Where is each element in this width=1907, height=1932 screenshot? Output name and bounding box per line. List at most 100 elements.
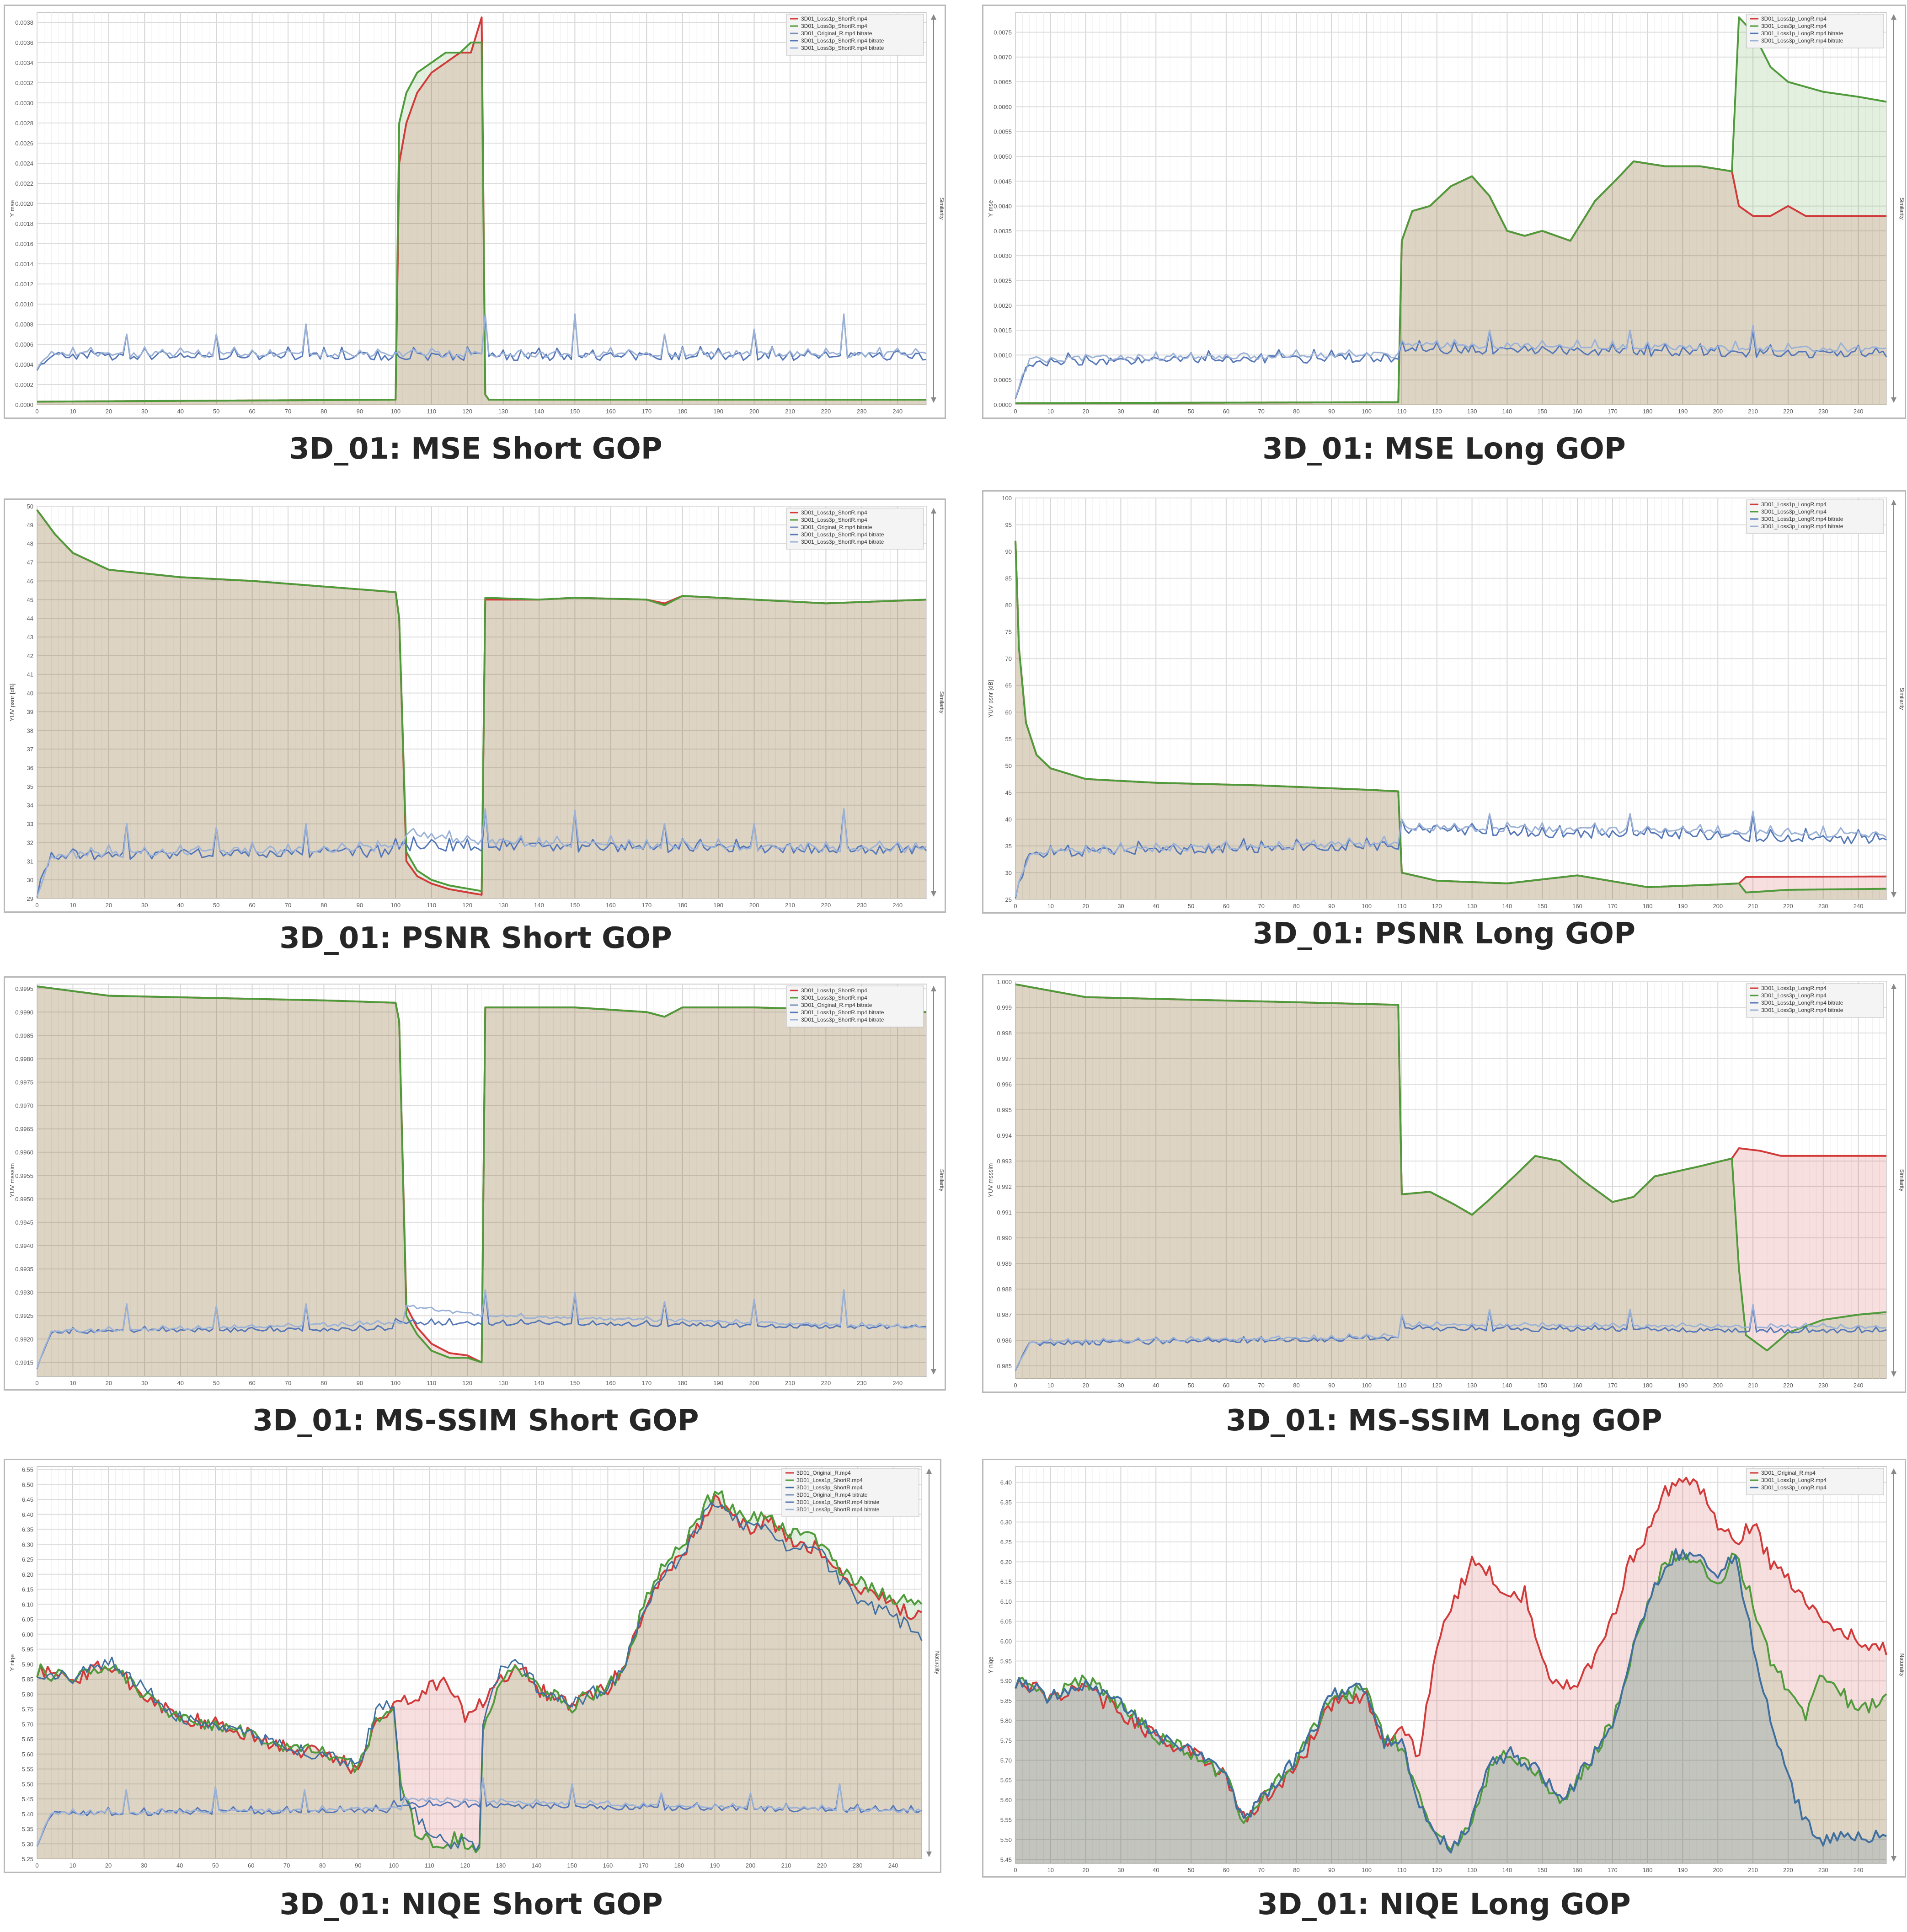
x-tick-label: 10 [69, 408, 76, 415]
x-tick-label: 140 [531, 1862, 541, 1869]
series-line-4 [36, 313, 927, 370]
y-tick-label: 6.15 [1000, 1579, 1012, 1585]
legend-entry: 3D01_Original_R.mp4 [796, 1470, 851, 1476]
y-tick-label: 60 [1005, 709, 1012, 716]
x-tick-label: 180 [674, 1862, 684, 1869]
legend-entry: 3D01_Loss1p_LongR.mp4 [1761, 16, 1827, 22]
series-line-2 [37, 985, 927, 1364]
chart-msssim-short: 0.9915 0.9920 0.9925 0.9930 0.9935 0.9940 0.99… [4, 976, 946, 1391]
y-tick-label: 0.9945 [15, 1219, 33, 1226]
series-area-1 [37, 510, 926, 899]
x-tick-label: 80 [321, 1380, 327, 1386]
x-tick-label: 150 [570, 902, 580, 909]
legend-entry: 3D01_Loss3p_LongR.mp4 bitrate [1761, 523, 1843, 530]
y-tick-label: 80 [1005, 602, 1012, 609]
y-tick-label: 0.0020 [994, 302, 1012, 309]
x-tick-label: 230 [857, 902, 867, 909]
x-tick-label: 130 [498, 408, 508, 415]
x-tick-label: 100 [389, 1862, 399, 1869]
x-tick-label: 10 [1047, 1382, 1054, 1389]
chart-mse-long: 0.0000 0.0005 0.0010 0.0015 0.0020 0.0025 0.00… [982, 5, 1906, 419]
x-tick-label: 20 [106, 1380, 112, 1386]
series-area-1 [37, 986, 926, 1376]
x-tick-label: 200 [749, 1380, 759, 1386]
chart-msssim-long: 0.985 0.986 0.987 0.988 0.989 0.990 0.991 0.992… [982, 974, 1906, 1393]
legend-entry: 3D01_Loss1p_ShortR.mp4 bitrate [796, 1499, 880, 1505]
x-tick-label: 0 [35, 1380, 38, 1386]
x-tick-label: 190 [713, 902, 723, 909]
x-tick-label: 220 [1783, 408, 1793, 415]
legend-box [786, 508, 924, 550]
x-tick-label: 220 [821, 408, 831, 415]
x-tick-label: 10 [69, 1862, 76, 1869]
y-tick-label: 0.0036 [15, 39, 33, 46]
y-tick-label: 5.50 [1000, 1836, 1012, 1843]
x-tick-label: 220 [821, 1380, 831, 1386]
x-tick-label: 160 [1572, 903, 1582, 910]
y-tick-label: 0.995 [997, 1107, 1012, 1113]
y-tick-label: 0.997 [997, 1055, 1012, 1062]
x-tick-label: 210 [1748, 1867, 1758, 1873]
x-tick-label: 120 [1432, 1382, 1442, 1389]
y-tick-label: 5.65 [1000, 1777, 1012, 1784]
y-tick-label: 5.95 [1000, 1658, 1012, 1664]
y-tick-label: 33 [27, 821, 33, 828]
y-axis-label: Y mse [9, 200, 16, 217]
x-tick-label: 190 [710, 1862, 720, 1869]
y-tick-label: 0.9920 [15, 1336, 33, 1343]
y-tick-label: 0.0026 [15, 140, 33, 147]
x-tick-label: 120 [462, 902, 472, 909]
y-tick-label: 35 [27, 783, 33, 790]
legend: 3D01_Loss1p_ShortR.mp43D01_Loss3p_ShortR… [786, 14, 924, 56]
series-line-2 [1015, 983, 1887, 1352]
legend-entry: 3D01_Original_R.mp4 bitrate [796, 1492, 868, 1498]
legend-entry: 3D01_Loss3p_LongR.mp4 [1761, 508, 1827, 515]
y-tick-label: 6.05 [1000, 1618, 1012, 1625]
y-tick-label: 47 [27, 559, 33, 566]
y-tick-label: 0.0035 [994, 228, 1012, 235]
x-tick-label: 30 [141, 1862, 147, 1869]
chart-mse-short: 0.0000 0.0002 0.0004 0.0006 0.0008 0.0010 0.00… [4, 5, 946, 419]
x-tick-label: 240 [892, 408, 903, 415]
x-tick-label: 170 [1608, 1867, 1618, 1873]
y-tick-label: 6.25 [1000, 1539, 1012, 1546]
y-tick-label: 0.0010 [994, 352, 1012, 359]
y-tick-label: 0.998 [997, 1030, 1012, 1037]
right-scale-label: Similarity [939, 198, 945, 220]
right-scale-label: Similarity [1899, 198, 1905, 220]
y-tick-label: 0.0012 [15, 281, 33, 288]
legend: 3D01_Original_R.mp4 3D01_Loss1p_ShortR.mp… [781, 1468, 919, 1517]
y-tick-label: 0.9955 [15, 1172, 33, 1179]
y-tick-label: 5.70 [22, 1721, 33, 1728]
series-line-1 [36, 1493, 922, 1774]
y-tick-label: 0.0000 [994, 401, 1012, 408]
x-tick-label: 60 [249, 408, 255, 415]
x-tick-label: 40 [177, 408, 183, 415]
y-tick-label: 0.0000 [15, 401, 33, 408]
caption-psnr-short: 3D_01: PSNR Short GOP [279, 921, 672, 955]
series-area-1 [37, 17, 926, 405]
y-tick-label: 5.75 [22, 1706, 33, 1713]
x-tick-label: 180 [1643, 1867, 1653, 1873]
right-scale-arrow-up [931, 986, 936, 991]
y-tick-label: 6.10 [1000, 1598, 1012, 1605]
right-scale-label: Similarity [1899, 688, 1905, 710]
series-line-4 [1015, 324, 1887, 398]
y-tick-label: 0.0070 [994, 54, 1012, 61]
caption-niqe-long: 3D_01: NIQE Long GOP [1257, 1888, 1631, 1921]
x-tick-label: 220 [1783, 903, 1793, 910]
x-tick-label: 100 [1362, 408, 1372, 415]
y-tick-label: 0.0022 [15, 180, 33, 187]
series-line-3 [1015, 1306, 1887, 1371]
y-tick-label: 5.40 [22, 1811, 33, 1818]
y-axis-label: Y niqe [987, 1657, 994, 1674]
x-tick-label: 70 [1258, 903, 1264, 910]
y-tick-label: 30 [1005, 869, 1012, 876]
x-tick-label: 190 [713, 1380, 723, 1386]
x-tick-label: 100 [1362, 903, 1372, 910]
chart-psnr-long: 25 30 35 40 45 50 55 60 65 70 75 80 85 90 95 100 0 10 20 30… [982, 490, 1906, 914]
right-scale-arrow-up [931, 508, 936, 514]
x-tick-label: 20 [106, 902, 112, 909]
legend-box [781, 1468, 919, 1517]
x-tick-label: 70 [285, 902, 291, 909]
